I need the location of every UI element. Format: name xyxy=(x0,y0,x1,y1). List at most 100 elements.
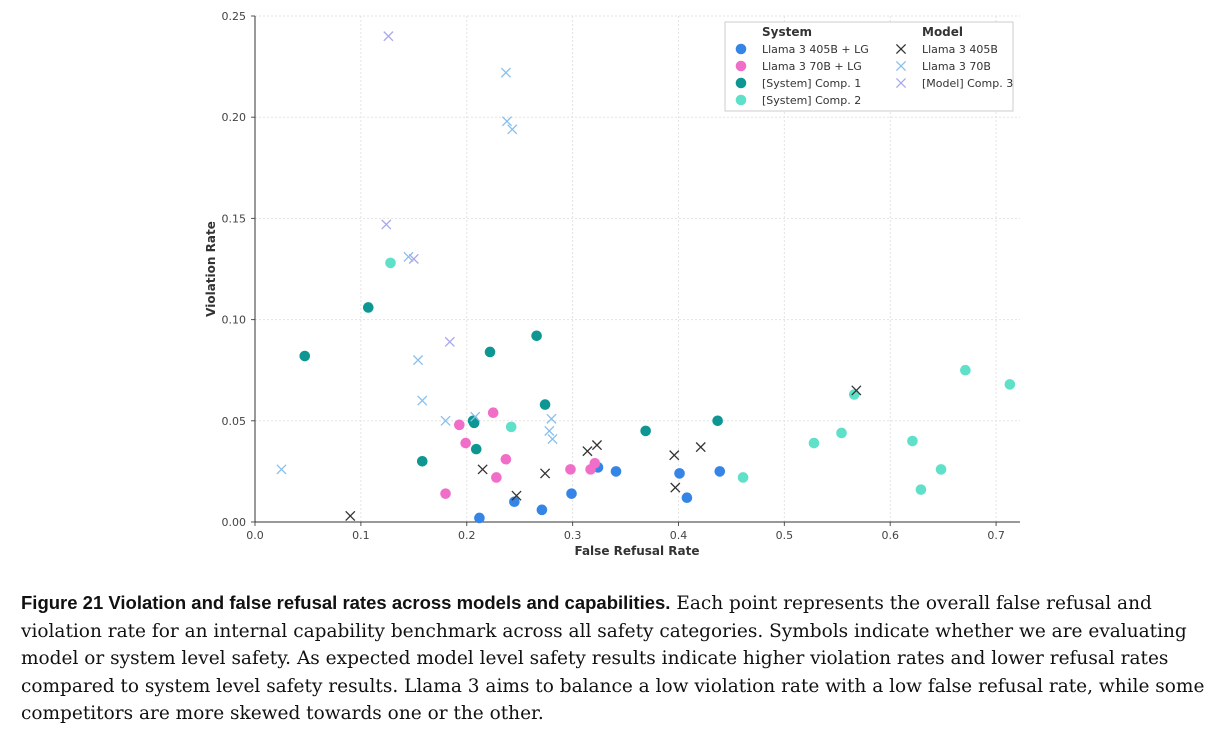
point-llama-3-405b xyxy=(582,446,593,457)
point-llama-3-70b-lg xyxy=(440,488,451,499)
y-tick-label: 0.15 xyxy=(222,212,247,225)
legend: System Model Llama 3 405B + LG Llama 3 70… xyxy=(724,21,1014,112)
point-llama-3-70b xyxy=(403,251,414,262)
legend-system-title: System xyxy=(762,25,812,39)
point-llama-3-70b xyxy=(507,124,518,135)
legend-entry-llama-3-70b: Llama 3 70B xyxy=(895,60,991,73)
y-axis-label: Violation Rate xyxy=(204,221,218,317)
point-system-comp-2 xyxy=(808,437,820,449)
legend-entry-model-comp-3: [Model] Comp. 3 xyxy=(895,77,1013,90)
point-llama-3-70b-lg xyxy=(565,464,576,475)
point-llama-3-405b xyxy=(851,385,862,396)
x-tick-label: 0.5 xyxy=(776,529,794,542)
scatter-figure: 0.0 0.1 0.2 0.3 0.4 0.5 0.6 0.7 0.00 0.05 0.10 0.15… xyxy=(204,10,1020,558)
point-llama-3-70b xyxy=(440,415,451,426)
point-llama-3-405b xyxy=(511,490,522,501)
point-system-comp-2 xyxy=(848,389,860,400)
point-llama-3-70b xyxy=(501,116,513,127)
point-system-comp-1 xyxy=(470,443,482,455)
point-llama-3-70b xyxy=(412,355,424,366)
x-tick-label: 0.0 xyxy=(246,529,264,542)
point-llama-3-405b xyxy=(345,510,356,521)
legend-marker-llama-3-405b xyxy=(895,43,907,55)
point-system-comp-2 xyxy=(1004,379,1016,390)
figure-caption: Figure 21 Violation and false refusal ra… xyxy=(21,589,1205,728)
point-model-comp-3 xyxy=(381,219,392,230)
point-system-comp-1 xyxy=(539,399,551,410)
point-llama-3-70b xyxy=(546,413,557,424)
x-tick-label: 0.1 xyxy=(352,529,370,542)
legend-label-llama-3-70b: Llama 3 70B xyxy=(922,60,991,73)
point-llama-3-405b-lg xyxy=(474,512,485,524)
legend-label-model-comp-3: [Model] Comp. 3 xyxy=(922,77,1013,90)
legend-entry-llama-3-70b-lg: Llama 3 70B + LG xyxy=(735,60,862,73)
legend-entry-llama-3-405b: Llama 3 405B xyxy=(895,43,998,56)
point-system-comp-1 xyxy=(416,455,428,467)
legend-marker-model-comp-3 xyxy=(895,77,907,89)
point-llama-3-70b-lg xyxy=(460,437,471,449)
point-model-comp-3 xyxy=(408,253,419,264)
point-system-comp-1 xyxy=(531,330,542,342)
legend-marker-llama-3-405b-lg xyxy=(735,43,747,55)
scatter-chart: 0.0 0.1 0.2 0.3 0.4 0.5 0.6 0.7 0.00 0.05 0.10 0.15… xyxy=(204,10,1020,558)
point-system-comp-2 xyxy=(385,257,396,269)
legend-model-title: Model xyxy=(922,25,963,39)
legend-marker-system-comp-2 xyxy=(735,94,747,106)
legend-label-llama-3-405b: Llama 3 405B xyxy=(922,43,998,56)
point-llama-3-70b-lg xyxy=(487,407,499,419)
x-tick-label: 0.7 xyxy=(987,529,1005,542)
point-model-comp-3 xyxy=(444,336,455,347)
y-tick-label: 0.10 xyxy=(222,314,247,327)
axes: 0.0 0.1 0.2 0.3 0.4 0.5 0.6 0.7 0.00 0.05 0.10 0.15… xyxy=(222,10,1020,542)
caption-title: Figure 21 Violation and false refusal ra… xyxy=(21,592,671,613)
point-llama-3-70b xyxy=(547,433,558,445)
point-llama-3-70b xyxy=(500,67,511,78)
point-model-comp-3 xyxy=(383,31,394,42)
legend-entry-system-comp-2: [System] Comp. 2 xyxy=(735,94,861,107)
point-llama-3-405b-lg xyxy=(536,504,548,516)
legend-entry-system-comp-1: [System] Comp. 1 xyxy=(735,77,861,90)
y-tick-label: 0.20 xyxy=(222,111,247,124)
legend-label-llama-3-70b-lg: Llama 3 70B + LG xyxy=(762,60,862,73)
legend-entry-llama-3-405b-lg: Llama 3 405B + LG xyxy=(735,43,869,56)
point-system-comp-2 xyxy=(505,421,517,433)
point-system-comp-1 xyxy=(362,302,374,313)
legend-marker-llama-3-70b-lg xyxy=(735,60,747,72)
x-tick-label: 0.4 xyxy=(670,529,688,542)
legend-label-system-comp-2: [System] Comp. 2 xyxy=(762,94,861,107)
point-system-comp-2 xyxy=(915,484,927,495)
legend-box xyxy=(724,21,1014,112)
legend-label-system-comp-1: [System] Comp. 1 xyxy=(762,77,861,90)
data-points xyxy=(276,31,1016,524)
caption-body: Each point represents the overall false … xyxy=(21,593,1205,725)
legend-marker-llama-3-70b xyxy=(895,60,907,72)
y-tick-label: 0.05 xyxy=(222,415,247,428)
point-system-comp-1 xyxy=(712,415,723,427)
x-axis-label: False Refusal Rate xyxy=(574,544,699,558)
point-llama-3-70b xyxy=(417,395,428,406)
legend-label-llama-3-405b-lg: Llama 3 405B + LG xyxy=(762,43,869,56)
point-llama-3-70b-lg xyxy=(491,472,502,483)
x-tick-label: 0.3 xyxy=(564,529,582,542)
point-llama-3-70b-lg xyxy=(589,458,601,469)
point-llama-3-405b-lg xyxy=(610,466,622,477)
point-llama-3-405b xyxy=(591,440,603,451)
point-llama-3-405b-lg xyxy=(509,496,520,508)
point-system-comp-2 xyxy=(935,464,947,475)
point-system-comp-2 xyxy=(737,472,749,483)
point-llama-3-405b-lg xyxy=(681,492,693,504)
point-llama-3-405b-lg xyxy=(566,488,577,499)
point-llama-3-405b xyxy=(669,450,680,461)
x-tick-label: 0.6 xyxy=(881,529,899,542)
point-llama-3-405b-lg xyxy=(674,468,685,479)
point-llama-3-70b xyxy=(544,425,555,436)
x-tick-label: 0.2 xyxy=(458,529,476,542)
point-llama-3-405b-lg xyxy=(714,466,726,477)
point-system-comp-1 xyxy=(640,425,651,437)
point-system-comp-2 xyxy=(907,435,918,447)
point-system-comp-1 xyxy=(484,346,496,358)
point-llama-3-405b xyxy=(670,482,681,493)
point-llama-3-70b xyxy=(470,411,481,422)
point-llama-3-405b xyxy=(540,468,551,479)
point-llama-3-70b-lg xyxy=(454,419,465,431)
